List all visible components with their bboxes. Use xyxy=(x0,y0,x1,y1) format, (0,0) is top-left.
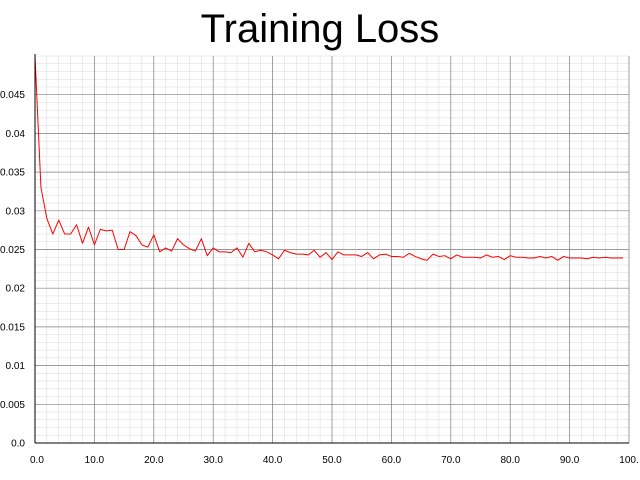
series-layer xyxy=(34,55,624,261)
x-tick-label: 40.0 xyxy=(263,455,283,466)
y-tick-label: 0.03 xyxy=(6,206,26,217)
y-tick-label: 0.0 xyxy=(11,439,25,450)
y-tick-label: 0.015 xyxy=(0,322,25,333)
x-tick-label: 60.0 xyxy=(382,455,402,466)
y-tick-label: 0.045 xyxy=(0,90,25,101)
x-tick-label: 80.0 xyxy=(500,455,520,466)
chart-title: Training Loss xyxy=(201,7,440,51)
y-tick-label: 0.005 xyxy=(0,400,25,411)
axes-layer xyxy=(34,54,629,444)
x-tick-label: 50.0 xyxy=(322,455,342,466)
y-tick-label: 0.01 xyxy=(6,361,26,372)
x-tick-label: 20.0 xyxy=(144,455,164,466)
y-tick-labels: 0.0 0.005 0.01 0.015 0.02 0.025 0.03 0.035 0.04 0… xyxy=(0,90,25,449)
y-tick-label: 0.035 xyxy=(0,168,25,179)
x-tick-labels: 0.0 10.0 20.0 30.0 40.0 50.0 60.0 70.0 80.0 90.0 1… xyxy=(30,455,639,466)
x-tick-label: 90.0 xyxy=(560,455,580,466)
y-tick-label: 0.02 xyxy=(6,284,26,295)
y-tick-label: 0.025 xyxy=(0,245,25,256)
series-line xyxy=(34,55,624,261)
x-tick-label: 100. xyxy=(619,455,638,466)
x-tick-label: 70.0 xyxy=(441,455,461,466)
x-tick-label: 0.0 xyxy=(30,455,44,466)
y-tick-label: 0.04 xyxy=(6,129,26,140)
x-tick-label: 10.0 xyxy=(85,455,105,466)
x-tick-label: 30.0 xyxy=(203,455,223,466)
